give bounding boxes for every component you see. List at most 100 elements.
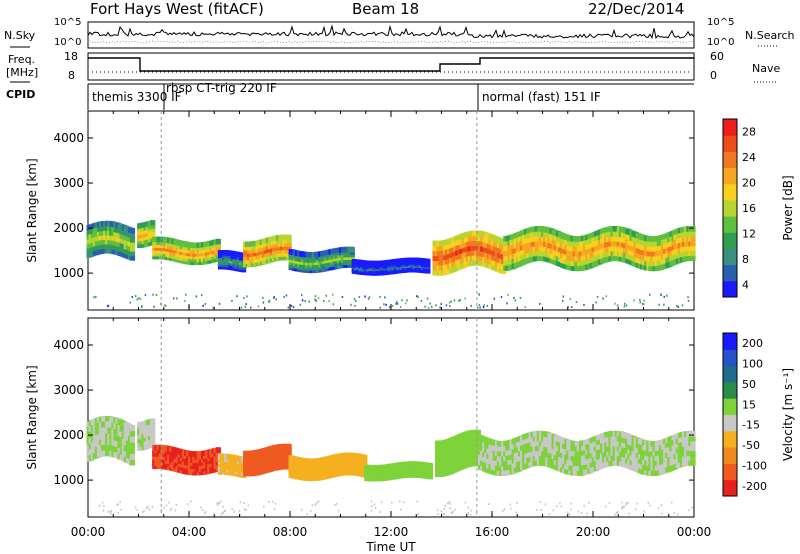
ground-speckle	[119, 500, 121, 503]
ground-speckle	[448, 501, 450, 504]
ground-speckle	[615, 511, 618, 514]
nave-label: Nave	[752, 62, 781, 75]
y-tick-label: 2000	[53, 428, 84, 442]
ground-speckle	[103, 505, 105, 507]
ground-speckle	[583, 304, 585, 306]
colorbar-swatch	[723, 119, 737, 136]
echo-cell	[150, 226, 156, 233]
ground-speckle	[110, 510, 113, 512]
ground-speckle	[399, 306, 402, 308]
ground-speckle	[570, 508, 572, 511]
echo-cell	[690, 445, 696, 452]
y-axis-title: Slant Range [km]	[25, 158, 39, 262]
x-tick-label: 04:00	[172, 525, 207, 539]
ground-speckle	[216, 502, 218, 505]
ground-speckle	[301, 294, 303, 296]
colorbar-swatch	[723, 264, 737, 282]
y-tick-label: 1000	[53, 473, 84, 487]
ground-speckle	[98, 504, 101, 507]
colorbar-title: Velocity [m s⁻¹]	[781, 368, 795, 461]
ground-speckle	[102, 509, 105, 512]
ground-speckle	[426, 297, 429, 300]
ground-speckle	[575, 301, 578, 304]
ground-speckle	[175, 504, 178, 506]
echo-cell	[690, 231, 696, 237]
ground-speckle	[203, 512, 206, 515]
echo-cell	[150, 223, 156, 229]
ground-speckle	[163, 506, 165, 509]
ground-speckle	[385, 303, 387, 306]
ground-speckle	[676, 304, 678, 307]
ground-speckle	[535, 508, 538, 511]
echo-cell	[150, 229, 156, 236]
echo-cell	[129, 454, 136, 460]
cpid-label: CPID	[6, 88, 36, 101]
echo-cell	[425, 258, 431, 265]
ground-speckle	[636, 502, 639, 505]
nsearch-trace	[87, 40, 695, 44]
colorbar-swatch	[723, 398, 737, 415]
ground-speckle	[454, 508, 456, 511]
ground-speckle	[257, 305, 260, 308]
ground-speckle	[331, 293, 334, 296]
ground-speckle	[332, 303, 335, 306]
colorbar-tick-label: -50	[742, 439, 760, 452]
ground-speckle	[452, 510, 454, 513]
ground-speckle	[519, 296, 522, 299]
colorbar-swatch	[723, 381, 737, 399]
ground-speckle	[262, 301, 265, 304]
ground-speckle	[110, 512, 112, 515]
y-tick-label: 2000	[53, 221, 84, 235]
ground-speckle	[200, 294, 203, 297]
ground-speckle	[246, 295, 248, 298]
colorbar-swatch	[723, 430, 737, 448]
echo-cell	[129, 430, 136, 437]
echo-cell	[150, 418, 156, 424]
ground-speckle	[231, 299, 233, 302]
ground-speckle	[399, 500, 401, 503]
ground-speckle	[304, 300, 306, 302]
ground-speckle	[144, 294, 147, 297]
colorbar-tick-label: -100	[742, 459, 767, 472]
ground-speckle	[602, 297, 604, 300]
ground-speckle	[195, 295, 198, 298]
echo-cell	[215, 244, 221, 251]
ground-speckle	[403, 501, 405, 504]
y-tick-label: 3000	[53, 176, 84, 190]
ground-speckle	[250, 306, 252, 309]
echo-cell	[129, 425, 136, 431]
ground-speckle	[334, 503, 336, 506]
echo-cell	[286, 244, 292, 251]
ground-speckle	[169, 508, 172, 511]
ground-speckle	[220, 513, 223, 516]
echo-cell	[286, 241, 292, 247]
ground-speckle	[384, 296, 386, 299]
ground-speckle	[164, 304, 167, 307]
echo-cell	[690, 435, 696, 442]
echo-cell	[215, 447, 221, 453]
ground-speckle	[216, 503, 219, 506]
beam-label: Beam 18	[352, 0, 420, 18]
ground-speckle	[353, 298, 356, 301]
ground-speckle	[201, 509, 204, 512]
nsearch-tick-low: 10^0	[707, 37, 735, 48]
ground-speckle	[287, 306, 290, 309]
colorbar-tick-label: 16	[742, 202, 756, 215]
power-echo-layer	[86, 111, 696, 310]
ground-speckle	[314, 503, 316, 506]
nsky-label: N.Sky	[4, 29, 36, 42]
ground-speckle	[145, 507, 148, 510]
echo-cell	[286, 443, 292, 450]
ground-speckle	[268, 300, 270, 303]
ground-speckle	[627, 501, 629, 504]
ground-speckle	[370, 509, 373, 512]
ground-speckle	[131, 296, 133, 298]
ground-speckle	[311, 504, 314, 507]
ground-speckle	[464, 297, 466, 300]
echo-cell	[150, 433, 156, 440]
ground-speckle	[391, 501, 393, 504]
ground-speckle	[634, 508, 637, 511]
ground-speckle	[663, 295, 665, 298]
ground-speckle	[493, 297, 496, 300]
mode-normal: normal (fast) 151 IF	[482, 90, 601, 104]
